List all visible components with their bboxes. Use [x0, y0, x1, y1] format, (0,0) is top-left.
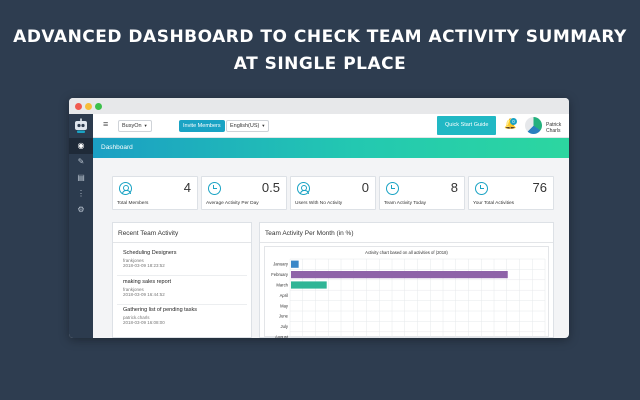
language-select[interactable]: English(US) ▼ [226, 120, 270, 132]
stat-value: 0.5 [261, 180, 280, 195]
bar-february[interactable] [291, 271, 508, 279]
team-activity-chart-panel: Team Activity Per Month (in %) Activity … [259, 222, 554, 338]
bar-march[interactable] [291, 281, 327, 289]
category-label: July [281, 324, 289, 329]
chart-title: Activity chart based on all activities o… [365, 250, 448, 255]
notification-badge: 0 [510, 118, 517, 125]
category-label: June [279, 314, 289, 319]
bell-icon[interactable]: 🔔 [504, 119, 517, 130]
stat-label: Average Activity Per Day [206, 201, 259, 206]
divider [117, 275, 247, 276]
chart-area: Activity chart based on all activities o… [264, 246, 549, 339]
person-icon [297, 182, 310, 195]
close-window-dot[interactable] [75, 103, 82, 110]
page-title: Dashboard [101, 144, 133, 151]
list-item[interactable]: Gathering list of pending tasks patrick.… [123, 307, 243, 325]
robot-logo-icon [75, 118, 87, 133]
category-label: August [275, 335, 289, 339]
activity-date: 2018-03-09 16:08:00 [123, 320, 165, 325]
activity-title: Scheduling Designers [123, 250, 177, 256]
window-titlebar [69, 98, 569, 114]
eye-icon[interactable]: ◉ [69, 138, 93, 154]
activity-user: patrick.charls [123, 315, 150, 320]
list-item[interactable]: Scheduling Designers frankjones 2018-03-… [123, 250, 243, 268]
stat-value: 0 [361, 180, 369, 195]
stat-value: 4 [183, 180, 191, 195]
panel-title: Recent Team Activity [118, 230, 179, 237]
minimize-window-dot[interactable] [85, 103, 92, 110]
stat-card-total-members: 4 Total Members [112, 176, 198, 210]
user-name[interactable]: Patrick Charls [546, 122, 562, 134]
person-icon [119, 182, 132, 195]
invite-members-button[interactable]: Invite Members [179, 120, 225, 132]
stat-card-average-activity: 0.5 Average Activity Per Day [201, 176, 287, 210]
category-label: February [271, 272, 289, 277]
category-label: April [280, 293, 288, 298]
gear-icon[interactable]: ⚙ [77, 205, 85, 214]
clock-icon [475, 182, 488, 195]
app-window: ◉ ✎ ▤ ⋮ ⚙ ≡ BusyOn ▼ Invite Members Engli… [69, 98, 569, 338]
more-icon[interactable]: ⋮ [77, 189, 85, 198]
stat-label: Your Total Activities [473, 201, 515, 206]
hamburger-icon[interactable]: ≡ [103, 119, 109, 129]
language-select-value: English(US) [230, 123, 260, 129]
workspace-select-value: BusyOn [122, 123, 142, 129]
stat-card-total-activities: 76 Your Total Activities [468, 176, 554, 210]
stat-label: Total Members [117, 201, 149, 206]
divider [113, 242, 251, 243]
stat-value: 76 [532, 180, 547, 195]
quick-start-guide-button[interactable]: Quick Start Guide [437, 116, 497, 135]
list-item[interactable]: making sales report frankjones 2018-03-0… [123, 279, 243, 297]
panel-title: Team Activity Per Month (in %) [265, 230, 354, 237]
recent-activity-panel: Recent Team Activity Scheduling Designer… [112, 222, 252, 338]
activity-user: frankjones [123, 258, 144, 263]
bar-january[interactable] [291, 260, 299, 268]
avatar[interactable] [525, 117, 542, 134]
stat-label: Users With No Activity [295, 201, 343, 206]
activity-title: making sales report [123, 279, 171, 285]
stat-label: Team Activity Today [384, 201, 427, 206]
clock-icon [208, 182, 221, 195]
activity-date: 2018-03-09 16:44:52 [123, 292, 165, 297]
dashboard-banner: Dashboard [93, 138, 569, 158]
stat-value: 8 [450, 180, 458, 195]
divider [117, 304, 247, 305]
headline-line-2: AT SINGLE PLACE [233, 54, 407, 74]
category-label: January [273, 262, 289, 267]
chevron-down-icon: ▼ [143, 123, 148, 128]
workspace-select[interactable]: BusyOn ▼ [118, 120, 152, 132]
calendar-icon[interactable]: ▤ [77, 173, 85, 182]
category-label: May [280, 303, 289, 308]
activity-date: 2018-03-09 18:23:52 [123, 263, 165, 268]
clock-icon [386, 182, 399, 195]
divider [260, 242, 553, 243]
activity-bar-chart: January February March April May June July Augu… [271, 258, 546, 339]
category-label: March [276, 283, 288, 288]
topbar: ≡ BusyOn ▼ Invite Members English(US) ▼ Qu… [93, 114, 569, 138]
activity-user: frankjones [123, 287, 144, 292]
wrench-icon[interactable]: ✎ [77, 157, 85, 166]
headline: ADVANCED DASHBOARD TO CHECK TEAM ACTIVIT… [0, 24, 640, 78]
chevron-down-icon: ▼ [261, 123, 266, 128]
stat-card-no-activity: 0 Users With No Activity [290, 176, 376, 210]
headline-line-1: ADVANCED DASHBOARD TO CHECK TEAM ACTIVIT… [13, 27, 627, 47]
stat-card-team-activity-today: 8 Team Activity Today [379, 176, 465, 210]
maximize-window-dot[interactable] [95, 103, 102, 110]
activity-title: Gathering list of pending tasks [123, 307, 197, 313]
sidebar: ◉ ✎ ▤ ⋮ ⚙ [69, 114, 93, 338]
